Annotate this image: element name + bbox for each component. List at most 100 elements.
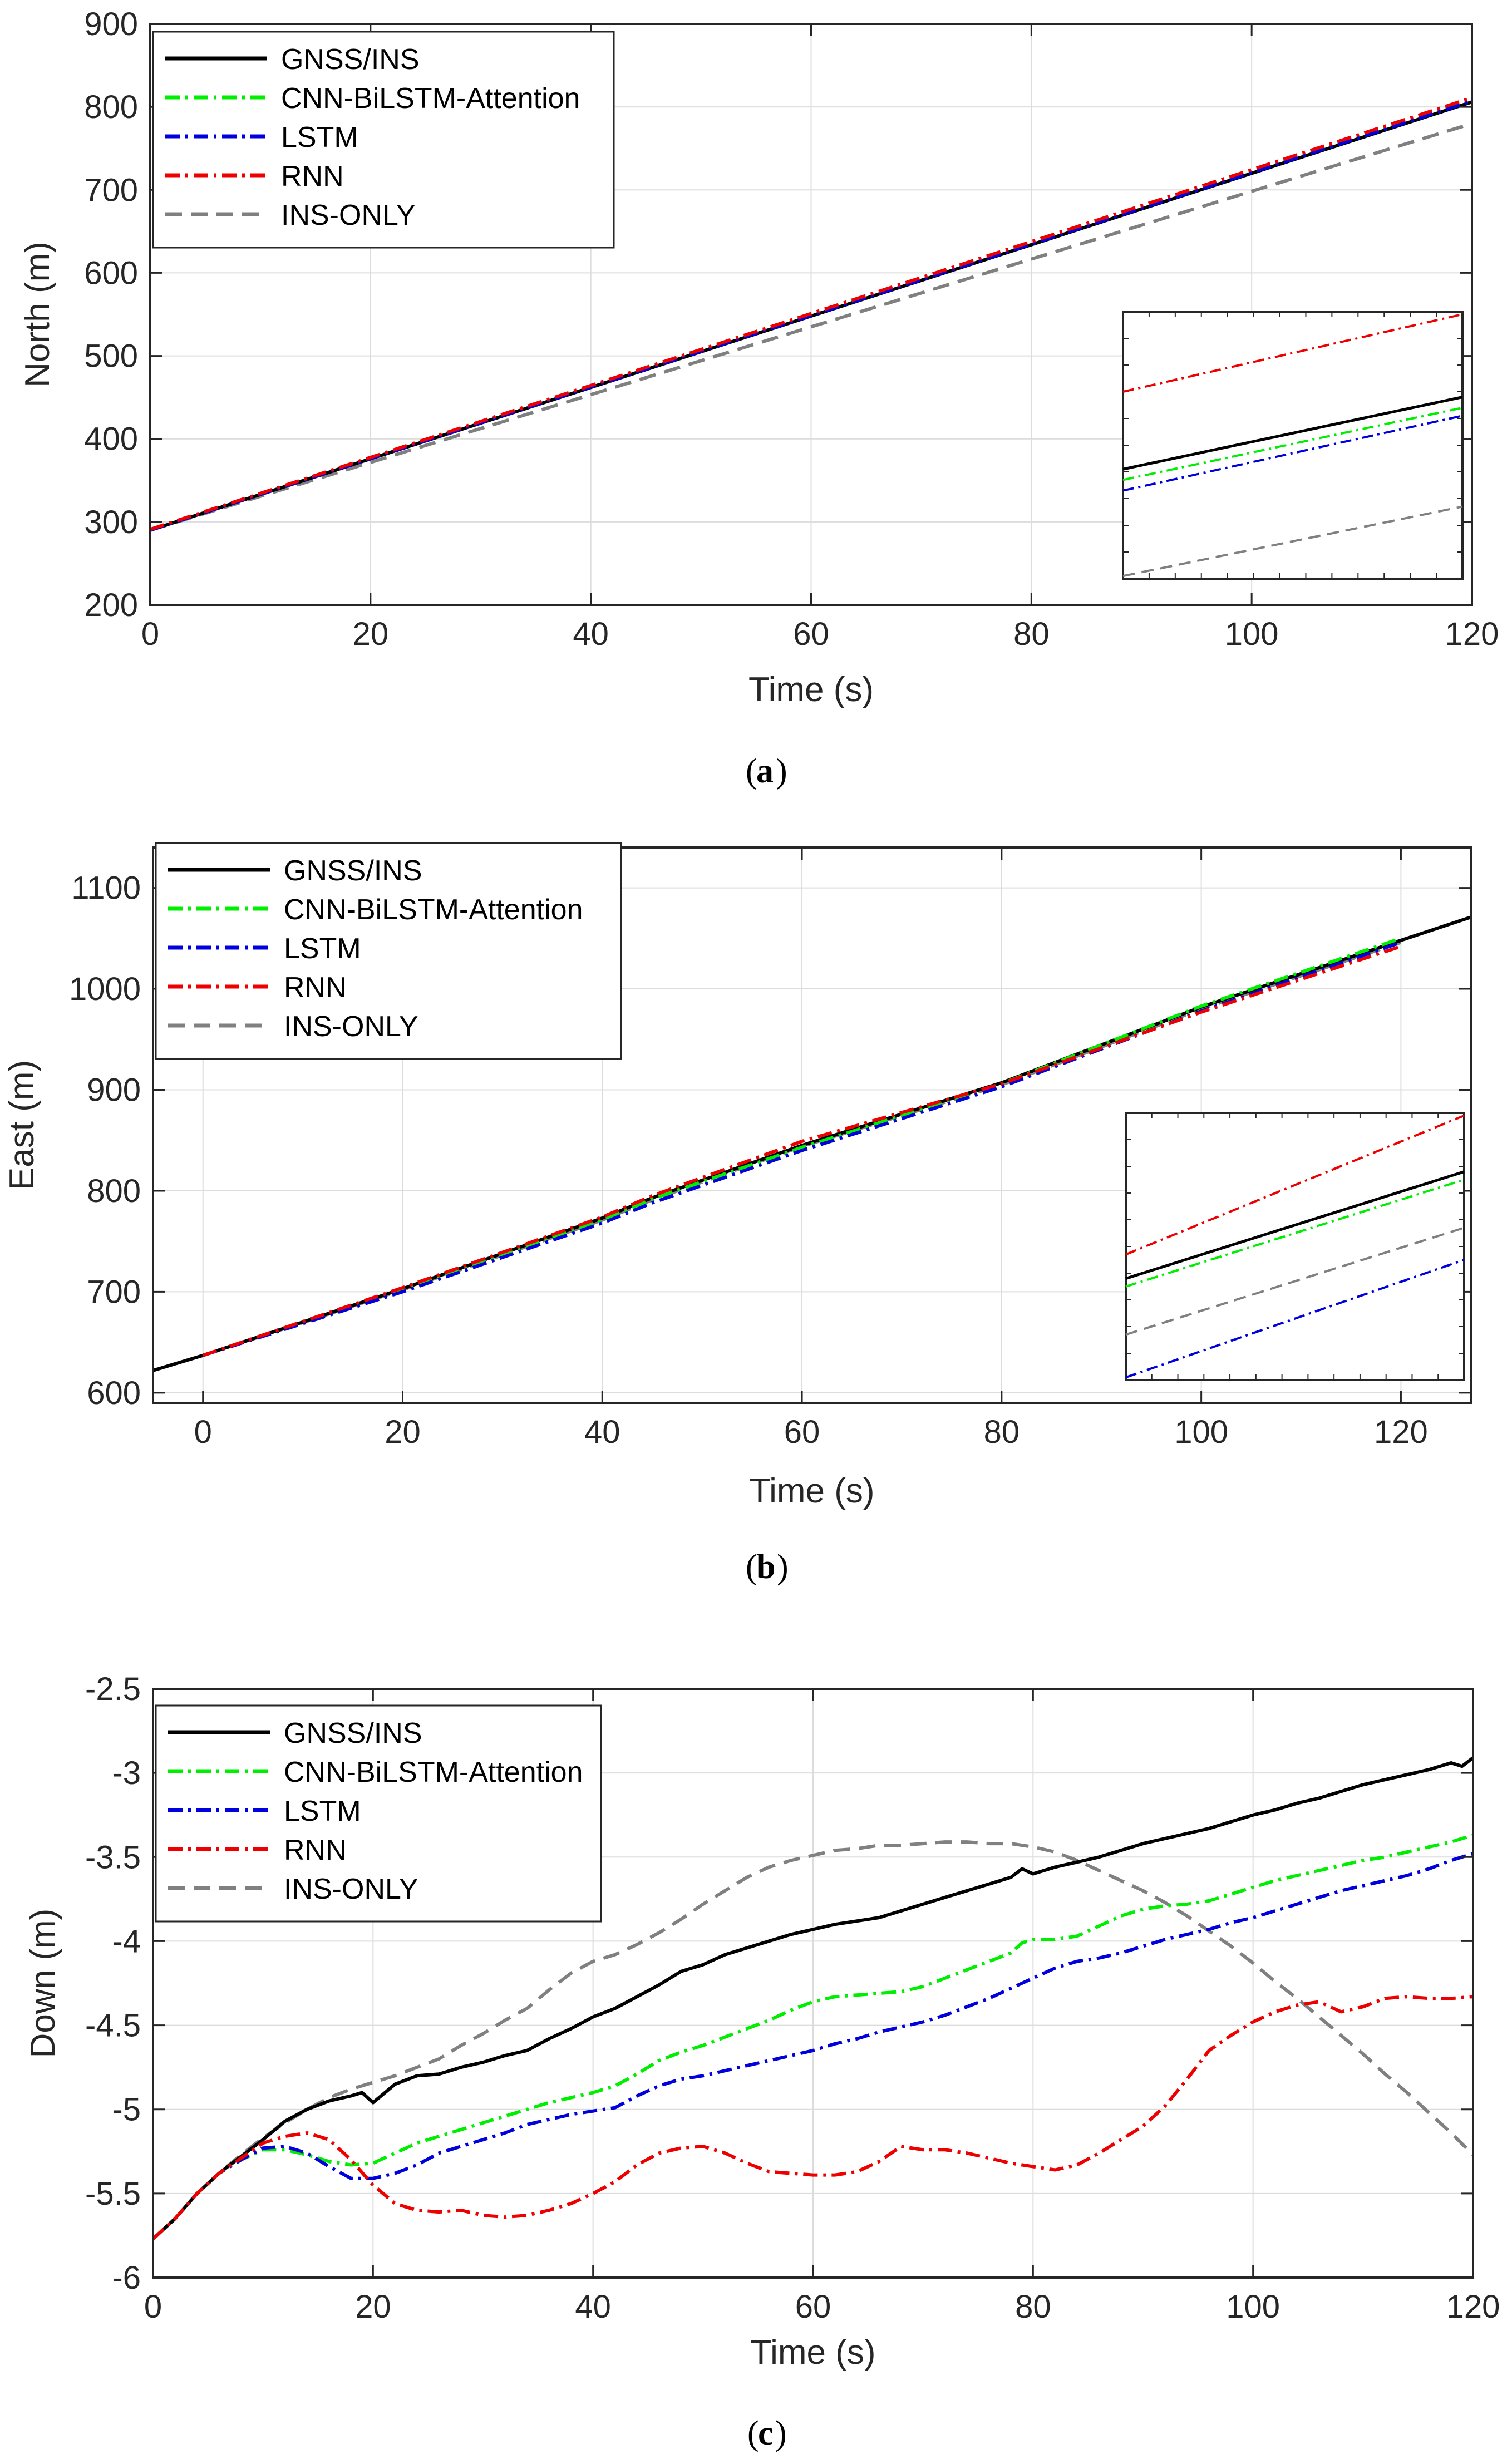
panel-a-series xyxy=(150,96,1472,532)
panel-c-legend: GNSS/INS CNN-BiLSTM-Attention LSTM RNN INS-O… xyxy=(155,1704,602,1923)
x-tick-label: 120 xyxy=(1446,2289,1500,2325)
series-line-cnn-bilstm-attention xyxy=(153,1834,1473,2240)
inset-series-line xyxy=(1125,1114,1465,1256)
x-tick-label: 100 xyxy=(1225,616,1279,652)
inset-series-line xyxy=(1122,313,1463,393)
legend-box xyxy=(152,31,615,249)
panel-b: 0 20 40 60 80 100 120 600 700 800 900 1000 1100 Time… xyxy=(3,842,1472,1586)
inset-series-line xyxy=(1125,1259,1465,1379)
legend-label: RNN xyxy=(284,1834,347,1866)
panel-c-ticks: 0 20 40 60 80 100 120 -6 -5.5 -5 -4.5 -4 -3.5 -3 -2.5 xyxy=(85,1671,1500,2325)
legend-box xyxy=(155,842,622,1060)
panel-a-caption-letter: a xyxy=(756,752,774,790)
panel-b-series xyxy=(153,915,1471,1372)
x-tick-label: 120 xyxy=(1445,616,1499,652)
legend-label: INS-ONLY xyxy=(284,1011,418,1043)
x-tick-label: 20 xyxy=(385,1414,421,1450)
panel-b-legend: GNSS/INS CNN-BiLSTM-Attention LSTM RNN INS-O… xyxy=(155,842,622,1060)
legend-label: GNSS/INS xyxy=(281,43,420,76)
x-tick-label: 40 xyxy=(575,2289,611,2325)
panel-b-axes-frame xyxy=(152,846,1472,1404)
panel-c: 0 20 40 60 80 100 120-6-5.5-5-4.5-4-3.5-3-2.5 … xyxy=(24,1671,1500,2452)
panel-a-y-axis-label: North (m) xyxy=(18,242,57,387)
x-tick-label: 100 xyxy=(1226,2289,1280,2325)
y-tick-label: 1000 xyxy=(69,971,141,1007)
svg-text:(: ( xyxy=(747,2414,759,2452)
x-tick-label: 120 xyxy=(1374,1414,1428,1450)
svg-text:): ) xyxy=(775,2414,787,2452)
panel-a-inset xyxy=(1122,311,1464,580)
panel-c-caption: ( c ) xyxy=(747,2414,787,2452)
svg-text:(: ( xyxy=(746,752,757,790)
x-tick-label: 20 xyxy=(355,2289,391,2325)
legend-label: GNSS/INS xyxy=(284,855,422,887)
legend-label: LSTM xyxy=(281,121,358,154)
panel-b-x-axis-label: Time (s) xyxy=(750,1472,875,1510)
inset-series-line xyxy=(1122,406,1463,481)
panel-b-inset xyxy=(1125,1112,1465,1381)
panel-b-caption-letter: b xyxy=(756,1548,775,1586)
y-tick-label: 600 xyxy=(87,1375,141,1411)
panel-b-y-axis-label: East (m) xyxy=(3,1060,41,1190)
x-tick-label: 60 xyxy=(784,1414,820,1450)
panel-a-legend: GNSS/INS CNN-BiLSTM-Attention LSTM RNN INS-O… xyxy=(152,31,615,249)
panel-b-caption: ( b ) xyxy=(746,1548,789,1586)
series-line-ins-only xyxy=(153,1840,1473,2240)
legend-label: RNN xyxy=(281,160,344,193)
svg-text:(: ( xyxy=(746,1548,757,1586)
y-tick-label: 1100 xyxy=(71,870,141,906)
inset-series-line xyxy=(1125,1179,1465,1288)
x-tick-label: 80 xyxy=(984,1414,1020,1450)
y-tick-label: -4 xyxy=(112,1923,141,1959)
y-tick-label: 700 xyxy=(84,172,138,208)
legend-label: GNSS/INS xyxy=(284,1717,422,1750)
inset-series-line xyxy=(1125,1226,1465,1336)
y-tick-label: 700 xyxy=(87,1274,141,1310)
y-tick-label: -5 xyxy=(112,2092,141,2128)
panel-c-series xyxy=(153,1756,1473,2240)
svg-text:): ) xyxy=(776,752,787,790)
panel-a-x-axis-label: Time (s) xyxy=(748,671,874,709)
y-tick-label: -6 xyxy=(112,2260,141,2296)
x-tick-label: 40 xyxy=(573,616,609,652)
series-line-lstm xyxy=(153,1852,1473,2240)
series-line-ins-only xyxy=(150,122,1472,532)
x-tick-label: 40 xyxy=(584,1414,620,1450)
legend-label: LSTM xyxy=(284,933,361,965)
x-tick-label: 60 xyxy=(793,616,829,652)
series-line-cnn-bilstm-attention xyxy=(202,937,1402,1357)
x-tick-label: 0 xyxy=(141,616,159,652)
x-tick-label: 80 xyxy=(1013,616,1050,652)
panel-c-x-axis-label: Time (s) xyxy=(751,2333,876,2372)
y-tick-label: -3 xyxy=(112,1755,141,1791)
y-tick-label: 900 xyxy=(87,1072,141,1108)
legend-label: INS-ONLY xyxy=(281,199,416,231)
inset-series-line xyxy=(1122,415,1463,492)
legend-label: CNN-BiLSTM-Attention xyxy=(284,894,583,926)
inset-series-line xyxy=(1125,1170,1465,1280)
y-tick-label: 300 xyxy=(84,504,138,540)
inset-frame xyxy=(1125,1112,1465,1381)
y-tick-label: 200 xyxy=(84,587,138,623)
series-line-rnn xyxy=(153,1995,1473,2240)
panel-c-caption-letter: c xyxy=(758,2414,774,2452)
panel-c-y-axis-label: Down (m) xyxy=(24,1909,62,2058)
panel-a-caption: ( a ) xyxy=(746,752,787,790)
y-tick-label: -5.5 xyxy=(85,2176,141,2212)
x-tick-label: 80 xyxy=(1015,2289,1051,2325)
x-tick-label: 20 xyxy=(353,616,389,652)
y-tick-label: 800 xyxy=(84,89,138,125)
legend-label: RNN xyxy=(284,972,347,1004)
y-tick-label: -2.5 xyxy=(85,1671,141,1707)
y-tick-label: 500 xyxy=(84,338,138,374)
svg-text:): ) xyxy=(777,1548,789,1586)
y-tick-label: 800 xyxy=(87,1173,141,1209)
x-tick-label: 0 xyxy=(144,2289,162,2325)
series-line-rnn xyxy=(150,96,1472,531)
panel-a-ticks: 0 20 40 60 80 100 120 200 300 400 500 600 700 800 900 xyxy=(84,6,1499,652)
y-tick-label: 600 xyxy=(84,255,138,291)
legend-label: CNN-BiLSTM-Attention xyxy=(284,1756,583,1788)
legend-label: INS-ONLY xyxy=(284,1873,418,1905)
legend-label: CNN-BiLSTM-Attention xyxy=(281,82,580,115)
